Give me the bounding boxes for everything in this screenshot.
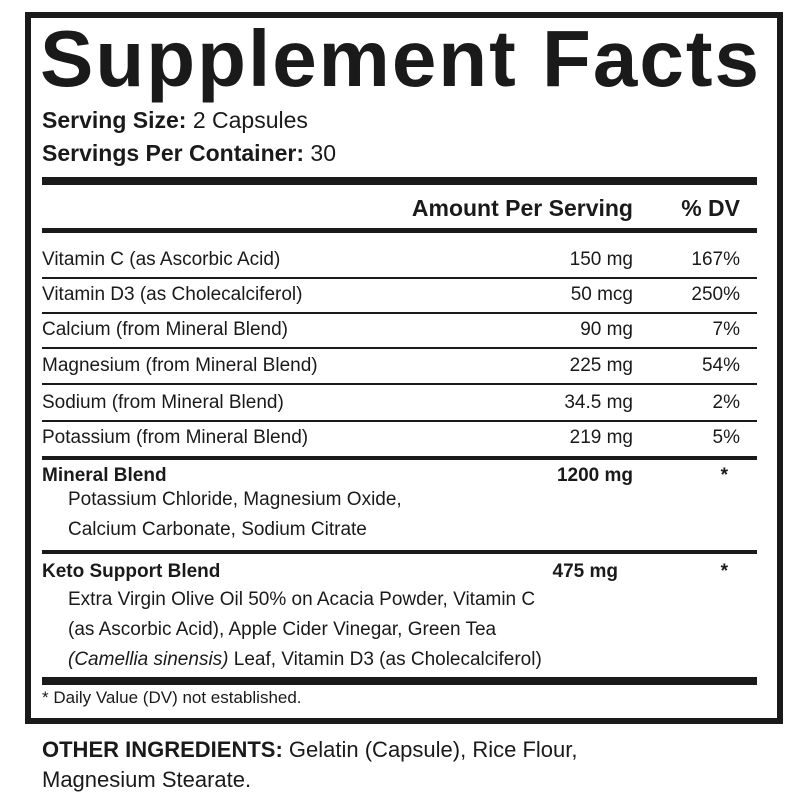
nutrient-name: Sodium (from Mineral Blend) — [42, 392, 284, 413]
blend-ingredients: Potassium Chloride, Magnesium Oxide, — [68, 489, 402, 510]
nutrient-name: Vitamin D3 (as Cholecalciferol) — [42, 284, 303, 305]
nutrient-row: Vitamin C (as Ascorbic Acid) 150 mg 167% — [42, 243, 740, 277]
header-dv: % DV — [681, 195, 740, 221]
nutrient-row: Magnesium (from Mineral Blend) 225 mg 54% — [42, 349, 740, 383]
divider-thin — [42, 347, 757, 349]
other-ingredients-label: OTHER INGREDIENTS: — [42, 737, 283, 762]
keto-ingredients: (Camellia sinensis) Leaf, Vitamin D3 (as… — [68, 645, 542, 675]
nutrient-dv: 5% — [712, 427, 740, 448]
header-amount: Amount Per Serving — [411, 195, 633, 221]
blend-dv: * — [720, 465, 728, 486]
blend-dv: * — [720, 561, 728, 582]
other-ingredients-text: Gelatin (Capsule), Rice Flour, — [282, 737, 578, 762]
divider-thin — [42, 277, 757, 279]
nutrient-name: Vitamin C (as Ascorbic Acid) — [42, 249, 281, 270]
blend-name: Mineral Blend — [42, 465, 167, 486]
keto-ingredients-rest: Leaf, Vitamin D3 (as Cholecalciferol) — [228, 649, 542, 670]
blend-name: Keto Support Blend — [42, 561, 221, 582]
servings-per-container: Servings Per Container: 30 — [42, 138, 336, 168]
divider — [42, 456, 757, 460]
nutrient-amount: 90 mg — [580, 319, 633, 340]
nutrient-amount: 50 mcg — [570, 284, 633, 305]
nutrient-dv: 7% — [712, 319, 740, 340]
nutrient-amount: 150 mg — [569, 249, 633, 270]
keto-blend-row: Keto Support Blend 475 mg * — [42, 555, 740, 589]
panel-title: Supplement Facts — [40, 14, 762, 103]
column-header: Amount Per Serving % DV — [42, 191, 740, 225]
nutrient-row: Potassium (from Mineral Blend) 219 mg 5% — [42, 421, 740, 455]
latin-name: (Camellia sinensis) — [68, 649, 229, 670]
servings-label: Servings Per Container: — [42, 140, 305, 166]
nutrient-amount: 225 mg — [569, 355, 633, 376]
divider — [42, 550, 757, 554]
blend-amount: 475 mg — [552, 561, 618, 582]
blend-amount: 1200 mg — [556, 465, 633, 486]
divider-thin — [42, 383, 757, 385]
nutrient-dv: 2% — [712, 392, 740, 413]
nutrient-row: Vitamin D3 (as Cholecalciferol) 50 mcg 250… — [42, 278, 740, 312]
nutrient-amount: 219 mg — [569, 427, 633, 448]
blend-ingredients: Calcium Carbonate, Sodium Citrate — [68, 519, 367, 540]
supplement-facts-panel — [25, 12, 783, 724]
divider-medium — [42, 228, 757, 233]
divider-thick — [42, 677, 757, 685]
other-ingredients-cont: Magnesium Stearate. — [42, 767, 252, 792]
mineral-blend-row: Mineral Blend 1200 mg * — [42, 459, 740, 493]
nutrient-dv: 54% — [701, 355, 740, 376]
nutrient-row: Calcium (from Mineral Blend) 90 mg 7% — [42, 313, 740, 347]
nutrient-name: Calcium (from Mineral Blend) — [42, 319, 289, 340]
divider-thin — [42, 420, 757, 422]
nutrient-dv: 167% — [691, 249, 740, 270]
serving-size: Serving Size: 2 Capsules — [42, 105, 308, 135]
nutrient-amount: 34.5 mg — [564, 392, 633, 413]
nutrient-row: Sodium (from Mineral Blend) 34.5 mg 2% — [42, 386, 740, 420]
keto-ingredients: Extra Virgin Olive Oil 50% on Acacia Pow… — [68, 589, 536, 610]
serving-size-value: 2 Capsules — [192, 107, 308, 133]
serving-size-label: Serving Size: — [42, 107, 187, 133]
footnote: * Daily Value (DV) not established. — [42, 688, 302, 707]
nutrient-name: Potassium (from Mineral Blend) — [42, 427, 309, 448]
servings-value: 30 — [310, 140, 337, 166]
divider-thick — [42, 177, 757, 185]
keto-ingredients: (as Ascorbic Acid), Apple Cider Vinegar,… — [68, 619, 497, 640]
divider-thin — [42, 312, 757, 314]
other-ingredients: OTHER INGREDIENTS: Gelatin (Capsule), Ri… — [42, 735, 577, 765]
nutrient-name: Magnesium (from Mineral Blend) — [42, 355, 318, 376]
nutrient-dv: 250% — [691, 284, 740, 305]
